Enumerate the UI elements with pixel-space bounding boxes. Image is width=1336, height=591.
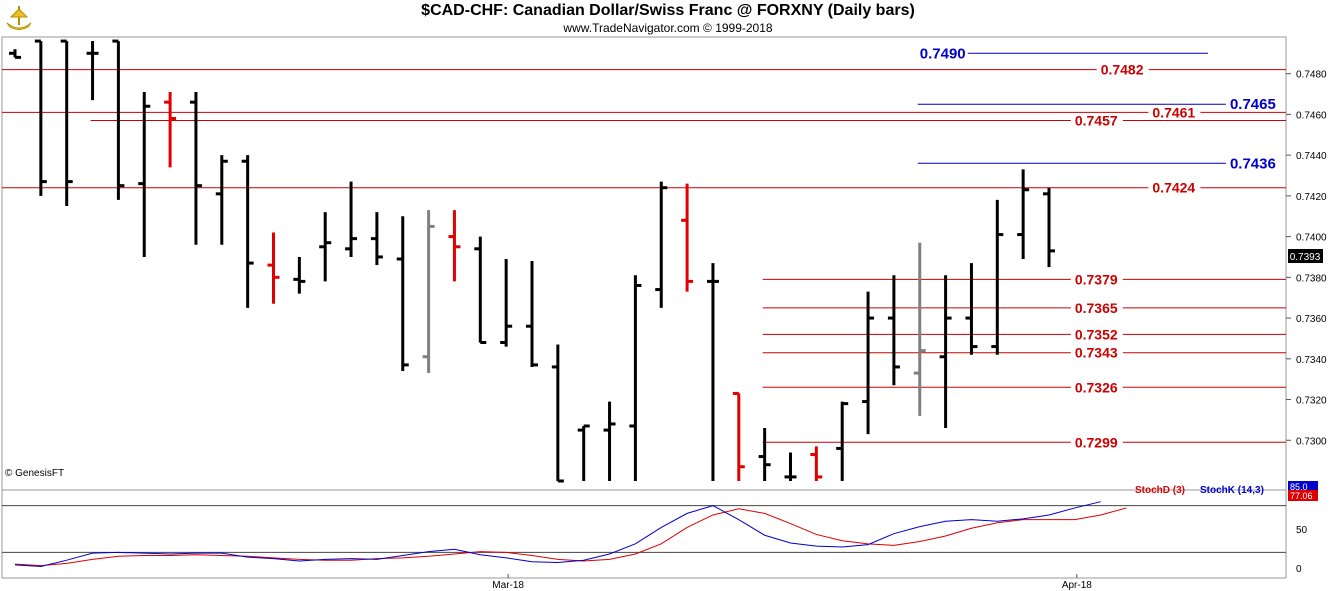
ohlc-bar <box>965 263 978 355</box>
stoch-tick-label: 0 <box>1296 564 1302 575</box>
ohlc-bar <box>396 216 409 372</box>
ohlc-bar <box>862 291 875 435</box>
ohlc-bar <box>9 49 21 59</box>
x-tick-label: Apr-18 <box>1062 580 1092 591</box>
stochastic-panel: 0 50 StochD (3) StochK (14,3) 85.077.06 <box>2 481 1318 575</box>
level-label: 0.7482 <box>1101 62 1144 78</box>
stoch-k-value-tag-bg <box>1288 481 1318 491</box>
stoch-d-value-tag: 77.06 <box>1290 491 1313 501</box>
chart-subtitle: www.TradeNavigator.com © 1999-2018 <box>563 21 773 35</box>
ohlc-bar <box>215 155 228 245</box>
ohlc-bar <box>267 232 280 304</box>
ohlc-bar <box>34 39 47 196</box>
level-label: 0.7424 <box>1152 180 1195 196</box>
ohlc-bar <box>112 39 125 200</box>
ohlc-bar <box>60 39 73 207</box>
chart-title: $CAD-CHF: Canadian Dollar/Swiss Franc @ … <box>421 2 915 19</box>
level-label: 0.7457 <box>1075 113 1118 129</box>
ohlc-bar <box>577 424 590 481</box>
level-label: 0.7352 <box>1075 326 1118 342</box>
last-price-tag-label: 0.7393 <box>1290 252 1321 263</box>
stoch-tick-label: 50 <box>1296 525 1308 536</box>
level-label: 0.7365 <box>1075 300 1118 316</box>
stoch-d-line <box>14 507 1127 567</box>
level-label: 0.7299 <box>1075 434 1118 450</box>
ohlc-bar <box>526 261 538 367</box>
price-tick-label: 0.7380 <box>1296 273 1327 284</box>
price-tick-label: 0.7340 <box>1296 355 1327 366</box>
ohlc-bar <box>732 391 745 481</box>
legend-stoch-d: StochD (3) <box>1135 485 1185 496</box>
ohlc-bar <box>913 242 926 416</box>
support-resistance-levels: 0.7490 0.7482 0.7465 0.7461 0.7457 0.7436 0.74… <box>2 45 1286 450</box>
level-label: 0.7461 <box>1152 104 1195 120</box>
ohlc-bar <box>345 181 358 257</box>
price-tick-label: 0.7400 <box>1296 233 1327 244</box>
ohlc-bar <box>706 263 719 481</box>
ohlc-bar <box>629 275 642 481</box>
last-price-tag: 0.7393 <box>1288 249 1323 263</box>
price-tick-label: 0.7460 <box>1296 110 1327 121</box>
ohlc-bar <box>293 256 306 294</box>
ohlc-bar <box>319 212 332 282</box>
price-tick-label: 0.7300 <box>1296 436 1327 447</box>
level-label: 0.7326 <box>1075 379 1118 395</box>
ohlc-bar <box>500 259 513 347</box>
ohlc-bar <box>551 344 564 483</box>
level-label: 0.7465 <box>1230 96 1276 113</box>
x-tick-label: Mar-18 <box>492 580 524 591</box>
ohlc-bar <box>836 401 849 481</box>
ohlc-bar <box>241 155 254 308</box>
ohlc-bars <box>9 39 1055 483</box>
price-axis: 0.7300 0.7320 0.7340 0.7360 0.7380 0.7400 0.74… <box>1286 70 1327 447</box>
stoch-d-value-tag-bg <box>1288 490 1318 501</box>
price-tick-label: 0.7420 <box>1296 192 1327 203</box>
credit-label: © GenesisFT <box>5 468 65 479</box>
ohlc-bar <box>1017 169 1030 259</box>
ohlc-bar <box>603 401 616 481</box>
price-tick-label: 0.7320 <box>1296 396 1327 407</box>
ohlc-bar <box>448 210 461 282</box>
ohlc-bar <box>1043 187 1055 268</box>
x-axis: Mar-18 Apr-18 <box>492 574 1092 591</box>
stoch-panel-frame <box>1 489 1287 579</box>
level-label: 0.7436 <box>1230 155 1276 172</box>
ohlc-bar <box>370 212 383 266</box>
level-label: 0.7343 <box>1075 345 1118 361</box>
ohlc-bar <box>991 199 1004 355</box>
level-label: 0.7379 <box>1075 271 1118 287</box>
ohlc-bar <box>655 181 668 308</box>
ohlc-bar <box>86 41 99 101</box>
level-label: 0.7490 <box>920 45 966 62</box>
ohlc-bar <box>138 91 151 257</box>
legend-stoch-k: StochK (14,3) <box>1200 485 1264 496</box>
ohlc-bar <box>784 452 797 481</box>
stoch-k-line <box>14 501 1101 567</box>
last-price-tag-bg <box>1288 249 1323 263</box>
price-tick-label: 0.7440 <box>1296 151 1327 162</box>
ohlc-bar <box>887 275 900 386</box>
ohlc-bar <box>939 275 952 429</box>
ohlc-bar <box>164 91 177 168</box>
price-tick-label: 0.7360 <box>1296 314 1327 325</box>
ohlc-bar <box>758 428 771 481</box>
ohlc-bar <box>422 210 435 374</box>
ohlc-bar <box>681 183 694 292</box>
stoch-k-value-tag: 85.0 <box>1290 482 1308 492</box>
ship-logo-icon <box>6 6 32 30</box>
ohlc-bar <box>189 91 202 245</box>
ohlc-bar <box>810 446 823 481</box>
price-tick-label: 0.7480 <box>1296 70 1327 81</box>
ohlc-bar <box>474 236 487 345</box>
